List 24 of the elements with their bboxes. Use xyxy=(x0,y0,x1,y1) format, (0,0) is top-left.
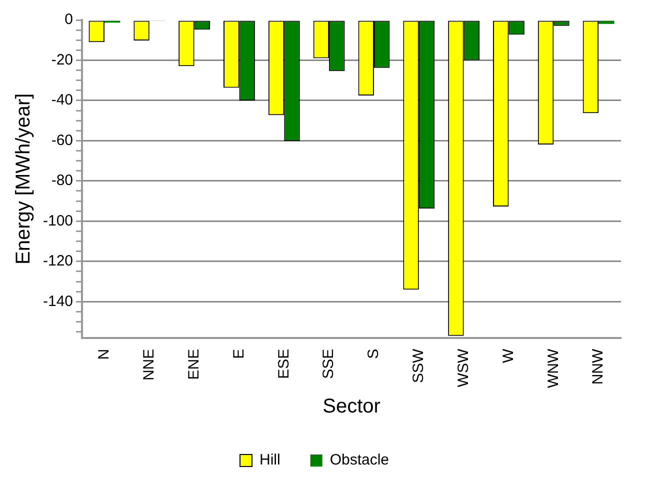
y-tick-label: -20 xyxy=(51,51,74,68)
legend-label: Hill xyxy=(259,452,280,469)
x-tick-label: NNW xyxy=(590,348,607,385)
y-axis-title: Energy [MWh/year] xyxy=(12,93,35,265)
y-tick-label: -60 xyxy=(51,132,74,149)
x-axis-title: Sector xyxy=(322,396,381,418)
y-tick-label: 0 xyxy=(64,11,74,28)
y-tick-label: -100 xyxy=(42,212,74,230)
legend-label: Obstacle xyxy=(330,452,390,469)
x-tick-label: S xyxy=(365,348,382,359)
y-tick-label: -120 xyxy=(42,252,74,270)
x-tick-label: SSW xyxy=(410,348,428,384)
y-tick-label: -140 xyxy=(42,292,74,310)
y-tick-label: -80 xyxy=(51,172,74,190)
x-tick-label: W xyxy=(500,348,517,364)
x-tick-label: WNW xyxy=(544,348,562,388)
x-tick-label: NNE xyxy=(140,348,158,381)
x-tick-label: N xyxy=(96,348,113,360)
x-tick-label: WSW xyxy=(454,348,472,388)
x-tick-label: ESE xyxy=(275,348,292,379)
x-tick-label: E xyxy=(230,348,248,359)
x-tick-label: SSE xyxy=(320,348,338,379)
x-tick-label: ENE xyxy=(185,348,202,380)
y-tick-label: -40 xyxy=(51,92,74,109)
